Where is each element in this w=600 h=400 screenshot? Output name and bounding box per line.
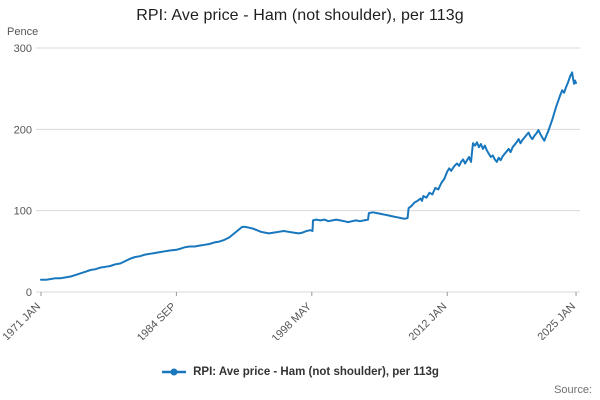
y-tick-label: 100 (14, 206, 32, 218)
x-tick-label: 2025 JAN (536, 301, 579, 340)
legend[interactable]: RPI: Ave price - Ham (not shoulder), per… (0, 366, 600, 378)
x-tick-label: 2012 JAN (407, 301, 450, 340)
legend-line-marker-icon (162, 368, 187, 376)
y-axis-unit-label: Pence (7, 26, 39, 38)
legend-dot (170, 368, 178, 376)
x-tick-label: 1971 JAN (0, 301, 43, 340)
chart-svg: 0 100 200 300 1971 JAN 1984 SEP 1998 MAY 2012 J… (0, 43, 580, 340)
y-tick-label: 300 (14, 43, 32, 55)
data-line (40, 71, 577, 281)
x-tick-label: 1998 MAY (270, 300, 315, 340)
legend-label: RPI: Ave price - Ham (not shoulder), per… (193, 366, 439, 378)
chart-title: RPI: Ave price - Ham (not shoulder), per… (136, 7, 464, 24)
y-tick-label: 200 (14, 124, 32, 136)
source-label: Source: (554, 384, 592, 396)
x-tick-label: 1984 SEP (135, 301, 179, 340)
y-tick-label: 0 (26, 287, 32, 299)
